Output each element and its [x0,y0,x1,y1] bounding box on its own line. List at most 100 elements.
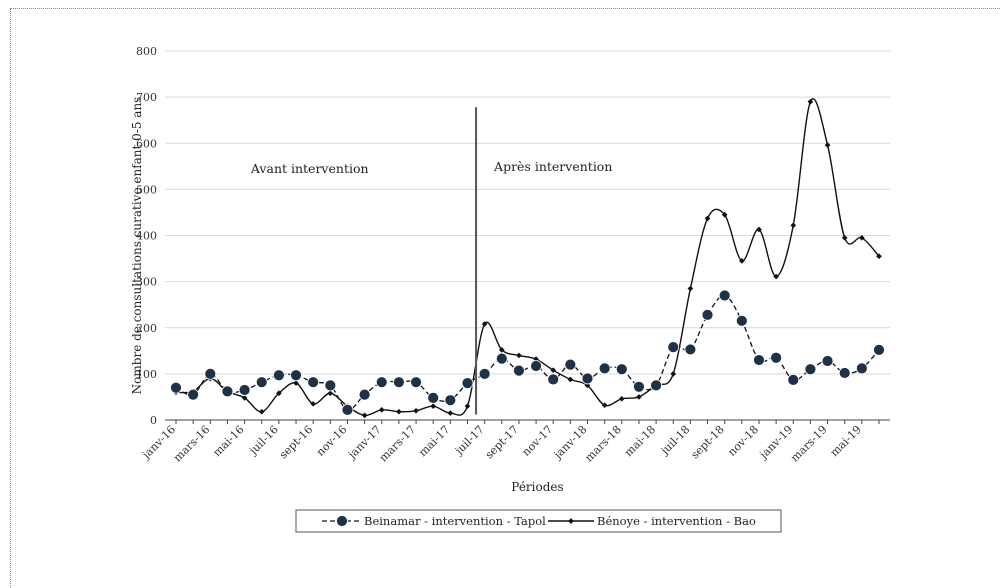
x-tick-label: mars-18 [582,423,623,464]
data-point-benoye [636,394,642,400]
data-point-benoye [739,258,745,264]
data-point-beinamar [615,363,628,376]
data-point-beinamar [307,376,320,389]
data-point-benoye [859,234,865,241]
series-0 [170,289,885,416]
annotation-avant: Avant intervention [250,161,369,176]
data-point-benoye [293,380,299,386]
data-point-beinamar [358,388,371,401]
y-axis-title: Nombre de consultations curative enfant … [130,97,144,395]
data-point-beinamar [650,379,662,392]
data-point-benoye [327,390,334,397]
data-point-beinamar [581,372,594,385]
data-point-benoye [807,98,814,105]
data-point-benoye [824,142,831,148]
data-point-beinamar [770,351,783,364]
data-point-benoye [447,410,454,416]
data-point-benoye [413,407,419,414]
y-tick-label: 800 [136,45,157,58]
data-point-benoye [430,403,437,409]
data-point-beinamar [598,362,611,375]
data-point-beinamar [290,369,302,382]
data-point-benoye [550,367,557,374]
x-tick-label: mai-19 [828,423,864,459]
data-point-beinamar [393,376,405,389]
data-point-benoye [464,403,471,409]
data-point-benoye [241,395,248,401]
x-tick-label: juil-17 [451,423,487,459]
data-point-beinamar [564,358,577,371]
data-point-benoye [481,321,488,327]
y-axis: 0 100 200 300 400 500 600 700 800 [136,45,157,427]
data-point-benoye [567,376,574,383]
y-tick-label: 100 [136,368,157,381]
x-tick-label: mars-16 [171,423,212,464]
data-point-benoye [687,285,694,292]
data-point-beinamar [461,377,474,390]
y-tick-label: 0 [150,414,157,427]
data-point-beinamar [513,364,525,377]
data-point-beinamar [204,367,217,380]
data-point-beinamar [855,362,868,375]
x-tick-label: nov-16 [314,423,350,459]
data-point-beinamar [170,381,182,394]
x-tick-label: sept-16 [277,423,315,461]
x-tick-label: mai-18 [622,423,658,459]
data-point-beinamar [787,373,800,386]
data-point-beinamar [221,385,234,398]
data-point-benoye [516,352,522,359]
data-point-beinamar [667,341,680,354]
data-point-beinamar [238,384,251,396]
y-tick-label: 300 [136,276,157,289]
data-point-beinamar [478,367,491,380]
legend: Beinamar - intervention - Tapol Bénoye - … [322,514,756,528]
data-point-beinamar [272,369,285,382]
data-point-benoye [704,215,711,222]
data-point-benoye [310,401,316,407]
series-line-beinamar [175,294,880,411]
data-point-beinamar [427,391,440,404]
data-point-benoye [601,402,608,409]
data-point-benoye [721,211,728,218]
data-point-beinamar [375,376,388,389]
x-tick-label: juil-16 [245,423,281,459]
data-point-benoye [756,226,762,233]
data-point-beinamar [735,314,748,327]
data-point-benoye [378,407,385,413]
data-point-beinamar [324,379,337,392]
y-tick-label: 200 [136,322,157,335]
x-tick-label: mai-17 [416,423,452,459]
data-point-beinamar [804,363,817,376]
data-point-benoye [498,347,505,353]
y-tick-label: 600 [136,137,157,150]
data-point-beinamar [187,388,200,401]
data-point-beinamar [753,354,765,366]
x-tick-label: sept-17 [483,423,521,461]
data-point-beinamar [495,352,508,365]
data-point-benoye [618,395,625,402]
x-tick-label: mars-19 [788,423,829,464]
x-tick-label: juil-18 [657,423,693,459]
y-tick-label: 400 [136,230,157,243]
data-point-beinamar [530,360,542,372]
x-axis-title: Périodes [511,480,563,494]
gridlines [165,50,890,421]
data-point-beinamar [444,394,457,407]
x-tick-label: mars-17 [377,423,418,464]
x-tick-label: nov-17 [520,423,556,459]
data-point-beinamar [701,308,714,321]
data-point-beinamar [684,343,697,356]
legend-box [295,509,782,533]
annotation-apres: Après intervention [493,159,612,174]
y-tick-label: 500 [136,183,157,196]
legend-marker-benoye [568,518,574,524]
x-tick-label: sept-18 [688,423,726,461]
data-point-benoye [841,234,848,241]
data-point-benoye [361,412,368,419]
data-point-benoye [876,253,882,260]
data-point-beinamar [718,289,731,302]
data-point-beinamar [633,380,645,393]
data-point-benoye [258,408,265,415]
